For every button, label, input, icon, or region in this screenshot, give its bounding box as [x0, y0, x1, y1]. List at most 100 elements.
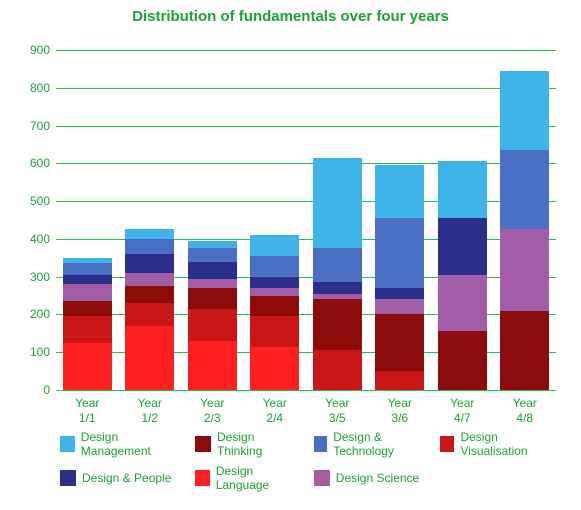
legend-item-design_thinking: Design Thinking	[195, 430, 302, 458]
bar-segment-design_technology	[250, 256, 299, 277]
bar	[125, 229, 174, 390]
bar-segment-design_thinking	[438, 331, 487, 390]
bar-segment-design_people	[375, 288, 424, 299]
x-tick-label: Year 4/7	[431, 396, 494, 426]
bar	[250, 235, 299, 390]
bar-segment-design_technology	[188, 248, 237, 261]
chart-root: Distribution of fundamentals over four y…	[0, 0, 581, 510]
legend-label: Design Thinking	[217, 430, 302, 458]
bar-segment-design_people	[188, 262, 237, 279]
y-tick-label: 700	[30, 119, 56, 133]
bar-segment-design_visualisation	[313, 350, 362, 390]
bar-segment-design_science	[125, 273, 174, 286]
bar-segment-design_thinking	[500, 311, 549, 390]
legend-label: Design & Technology	[333, 430, 427, 458]
legend-label: Design Management	[81, 430, 183, 458]
legend-item-design_science: Design Science	[314, 464, 428, 492]
gridline	[56, 88, 556, 89]
bar-segment-design_language	[63, 343, 112, 390]
x-tick-label: Year 2/3	[181, 396, 244, 426]
legend-item-design_management: Design Management	[60, 430, 183, 458]
bar	[63, 258, 112, 390]
bar-segment-design_science	[438, 275, 487, 332]
legend-item-design_visualisation: Design Visualisation	[440, 430, 560, 458]
y-tick-label: 100	[30, 345, 56, 359]
legend-label: Design Visualisation	[460, 430, 560, 458]
y-tick-label: 400	[30, 232, 56, 246]
y-tick-label: 300	[30, 270, 56, 284]
gridline	[56, 50, 556, 51]
bar-segment-design_people	[125, 254, 174, 273]
bar-segment-design_thinking	[63, 301, 112, 316]
legend-swatch	[195, 436, 211, 452]
legend-swatch	[440, 436, 455, 452]
x-tick-label: Year 4/8	[494, 396, 557, 426]
gridline	[56, 126, 556, 127]
bar-segment-design_visualisation	[375, 371, 424, 390]
bar-segment-design_management	[188, 241, 237, 249]
bar-segment-design_technology	[313, 248, 362, 282]
bar-segment-design_science	[188, 279, 237, 288]
bar-segment-design_management	[438, 161, 487, 218]
legend-swatch	[60, 470, 76, 486]
plot-area: 0100200300400500600700800900	[56, 50, 556, 390]
bar	[438, 161, 487, 390]
bar-segment-design_visualisation	[63, 316, 112, 342]
bar-segment-design_visualisation	[125, 303, 174, 326]
bar-segment-design_science	[375, 299, 424, 314]
bar-segment-design_management	[500, 71, 549, 150]
bar-segment-design_language	[125, 326, 174, 390]
bar-segment-design_management	[250, 235, 299, 256]
legend-label: Design Language	[216, 464, 302, 492]
bar-segment-design_technology	[500, 150, 549, 229]
x-tick-label: Year 1/1	[56, 396, 119, 426]
legend-swatch	[314, 470, 330, 486]
y-tick-label: 500	[30, 194, 56, 208]
y-tick-label: 0	[43, 383, 56, 397]
gridline	[56, 390, 556, 391]
bar-segment-design_technology	[125, 239, 174, 254]
bar-segment-design_thinking	[313, 299, 362, 350]
legend-swatch	[195, 470, 210, 486]
bar-segment-design_technology	[375, 218, 424, 288]
x-tick-label: Year 3/6	[369, 396, 432, 426]
bar-segment-design_language	[250, 347, 299, 390]
legend: Design Management Design & People Design T…	[60, 430, 560, 492]
bar-segment-design_people	[313, 282, 362, 293]
legend-label: Design Science	[336, 471, 419, 485]
bar-segment-design_people	[63, 275, 112, 284]
bar	[375, 165, 424, 390]
y-tick-label: 200	[30, 307, 56, 321]
legend-item-design_language: Design Language	[195, 464, 302, 492]
bar-segment-design_language	[188, 341, 237, 390]
bar	[188, 241, 237, 390]
bar-segment-design_people	[250, 277, 299, 288]
bar	[313, 158, 362, 390]
bar-segment-design_visualisation	[250, 316, 299, 346]
bar-segment-design_management	[313, 158, 362, 249]
legend-swatch	[314, 436, 327, 452]
bar-segment-design_science	[500, 229, 549, 310]
y-tick-label: 600	[30, 156, 56, 170]
bar-segment-design_technology	[63, 263, 112, 274]
bar-segment-design_thinking	[250, 296, 299, 317]
bar-segment-design_people	[438, 218, 487, 275]
x-tick-label: Year 1/2	[119, 396, 182, 426]
bar-segment-design_science	[250, 288, 299, 296]
bar	[500, 71, 549, 390]
bar-segment-design_thinking	[375, 314, 424, 371]
chart-title: Distribution of fundamentals over four y…	[0, 8, 581, 25]
x-tick-label: Year 2/4	[244, 396, 307, 426]
bar-segment-design_thinking	[188, 288, 237, 309]
bar-segment-design_management	[125, 229, 174, 238]
x-tick-label: Year 3/5	[306, 396, 369, 426]
bar-segment-design_visualisation	[188, 309, 237, 341]
y-tick-label: 800	[30, 81, 56, 95]
legend-item-design_people: Design & People	[60, 464, 183, 492]
bar-segment-design_science	[63, 284, 112, 301]
legend-item-design_technology: Design & Technology	[314, 430, 428, 458]
bar-segment-design_thinking	[125, 286, 174, 303]
legend-swatch	[60, 436, 75, 452]
legend-label: Design & People	[82, 471, 171, 485]
bar-segment-design_management	[375, 165, 424, 218]
